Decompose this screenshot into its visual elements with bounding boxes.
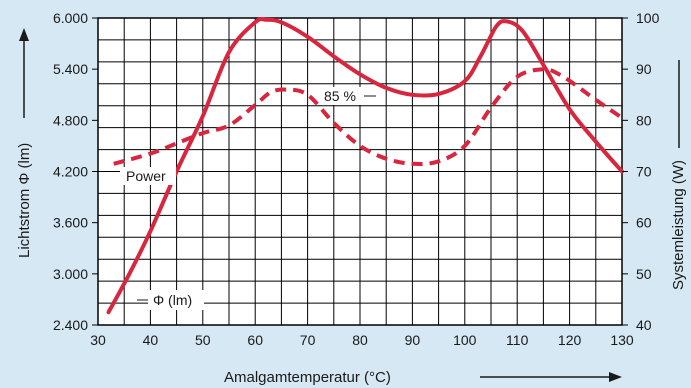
annotation-power-box <box>120 167 176 185</box>
x-tick-label: 130 <box>610 332 634 348</box>
annotation-power: Power <box>126 168 166 184</box>
x-tick-label: 30 <box>90 332 106 348</box>
y-left-tick-label: 2.400 <box>53 317 88 333</box>
annotation-85-box <box>321 87 365 105</box>
x-tick-label: 110 <box>506 332 529 348</box>
x-tick-label: 50 <box>195 332 211 348</box>
annotation-phi-box <box>148 290 204 310</box>
x-tick-label: 80 <box>352 332 368 348</box>
y-right-tick-label: 70 <box>636 164 652 180</box>
y-left-tick-label: 6.000 <box>53 10 88 26</box>
x-axis-title: Amalgamtemperatur (°C) <box>224 369 391 386</box>
y-left-tick-label: 3.600 <box>53 215 88 231</box>
y-axis-right-title: Systemleistung (W) <box>670 160 687 290</box>
x-tick-label: 60 <box>247 332 263 348</box>
x-tick-label: 90 <box>405 332 421 348</box>
y-left-tick-label: 4.800 <box>53 112 88 128</box>
series-line-luminous-flux <box>106 16 624 315</box>
x-tick-label: 70 <box>300 332 316 348</box>
series-line-power <box>113 67 624 167</box>
y-right-tick-label: 60 <box>636 215 652 231</box>
y-axis-left-title: Lichtstrom Φ (lm) <box>16 143 33 258</box>
y-right-tick-label: 90 <box>636 61 652 77</box>
x-tick-label: 120 <box>558 332 582 348</box>
y-right-tick-label: 80 <box>636 112 652 128</box>
annotation-phi: Φ (lm) <box>153 292 192 308</box>
annotation-85: 85 % <box>324 88 356 104</box>
grid <box>97 17 623 326</box>
y-axis-left-arrow-head <box>19 28 29 41</box>
y-right-tick-label: 50 <box>636 266 652 282</box>
y-right-tick-label: 40 <box>636 317 652 333</box>
y-left-tick-label: 5.400 <box>53 61 88 77</box>
x-axis-arrow-head <box>609 372 622 382</box>
y-left-tick-label: 4.200 <box>53 164 88 180</box>
series-layer <box>106 16 624 315</box>
y-right-tick-label: 100 <box>636 10 660 26</box>
tick-labels: 30 40 50 60 70 80 90 100 110 120 130 2.400 3.000 3.60… <box>53 10 660 348</box>
x-tick-label: 100 <box>453 332 477 348</box>
y-left-tick-label: 3.000 <box>53 266 88 282</box>
x-tick-label: 40 <box>143 332 159 348</box>
